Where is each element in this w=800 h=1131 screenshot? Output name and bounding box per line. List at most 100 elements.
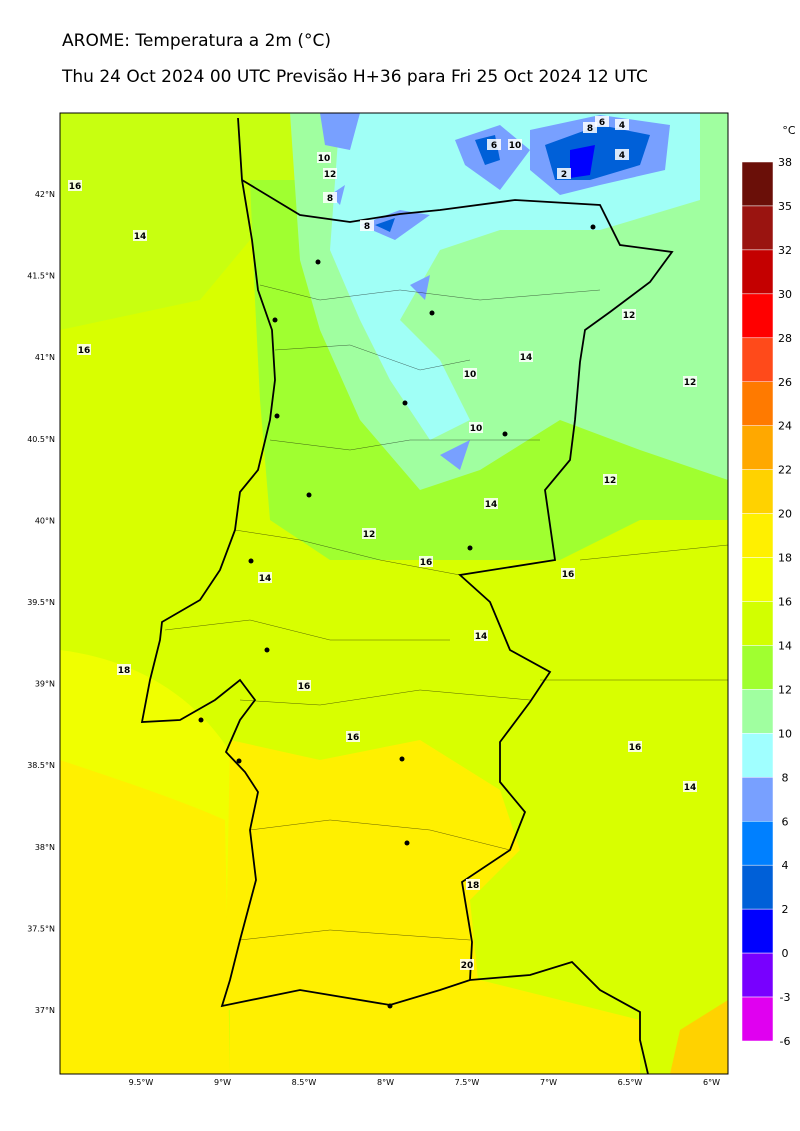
contour-label-bg [469,422,483,433]
contour-label-bg [508,139,522,150]
lon-label: 6.5°W [618,1078,643,1087]
contour-label-bg [561,568,575,579]
contour-label-bg [297,680,311,691]
colorbar-label: 2 [782,903,789,916]
lon-label: 6°W [703,1078,720,1087]
contour-label-bg [595,116,609,127]
colorbar-bin [741,249,774,295]
lat-label: 41.5°N [27,272,55,281]
lat-label: 40.5°N [27,435,55,444]
lat-label: 40°N [35,516,55,525]
lat-label: 38°N [35,843,55,852]
colorbar-bin [741,733,774,778]
lat-label: 41°N [35,353,55,362]
lon-label: 8.5°W [292,1078,317,1087]
contour-label-bg [466,879,480,890]
lon-label: 9.5°W [129,1078,154,1087]
contour-label: 12 [623,311,636,321]
lat-label: 39°N [35,680,55,689]
temperature-field [60,113,728,1074]
contour-label-bg [487,139,501,150]
colorbar-label: 24 [778,420,792,433]
colorbar-label: 35 [778,200,792,213]
contour-label-bg [362,528,376,539]
contour-label: 10 [318,154,331,164]
contour-label-bg [133,230,147,241]
colorbar-label: 12 [778,683,792,696]
contour-label: 12 [604,476,617,486]
city-markers [198,224,596,1009]
colorbar-bin [741,425,774,470]
contour-label: 2 [561,170,567,180]
lat-label: 37°N [35,1006,55,1015]
colorbar-bin [741,864,774,910]
colorbar-label: -6 [780,1035,791,1048]
contour-label-bg [323,192,337,203]
contour-label-bg [346,731,360,742]
contour-label: 14 [259,574,272,584]
colorbar-label: 10 [778,727,792,740]
colorbar-unit: °C [782,124,796,137]
colorbar-bin [741,381,774,426]
contour-label: 4 [619,121,625,131]
colorbar-label: 6 [782,815,789,828]
contour-label-bg [615,119,629,130]
contour-label: 12 [684,378,697,388]
lon-label: 8°W [377,1078,394,1087]
contour-label: 16 [420,558,433,568]
contour-label: 8 [587,124,593,134]
lat-label: 42°N [35,190,55,199]
contour-label-bg [117,664,131,675]
colorbar-bin [741,821,774,866]
contour-label: 16 [347,733,360,743]
contour-label: 16 [562,570,575,580]
contour-label-bg [622,309,636,320]
contour-label-bg [323,168,337,179]
colorbar-label: 18 [778,552,792,565]
contour-label: 16 [298,682,311,692]
colorbar-bin [741,161,774,207]
colorbar-bin [741,293,774,339]
colorbar-bin [741,777,774,822]
colorbar-label: 20 [778,508,792,521]
contour-label: 18 [467,881,480,891]
colorbar-bin [741,469,774,514]
contour-label: 16 [69,182,82,192]
contour-label: 14 [134,232,147,242]
contour-label-bg [463,368,477,379]
contour-label: 14 [520,353,533,363]
lat-label: 39.5°N [27,598,55,607]
contour-label: 10 [509,141,522,151]
contour-label-bg [628,741,642,752]
map-title: AROME: Temperatura a 2m (°C) [62,31,332,51]
colorbar-label: 30 [778,288,792,301]
contour-label: 14 [485,500,498,510]
colorbar-bin [741,557,774,602]
contour-label-bg [360,220,374,231]
colorbar-label: 8 [782,771,789,784]
contour-label-bg [557,168,571,179]
contour-label: 14 [684,783,697,793]
map-frame [59,112,729,1075]
contour-label-bg [683,376,697,387]
contour-label-bg [460,959,474,970]
contour-label: 20 [461,961,474,971]
colorbar-label: 38 [778,156,792,169]
map-subtitle: Thu 24 Oct 2024 00 UTC Previsão H+36 par… [62,67,648,87]
contour-label: 16 [629,743,642,753]
colorbar-bin [741,205,774,251]
lon-label: 7°W [540,1078,557,1087]
contour-label: 6 [491,141,497,151]
contour-label-bg [68,180,82,191]
colorbar-bin [741,908,774,954]
contour-label-bg [615,149,629,160]
colorbar-bin [741,513,774,558]
colorbar-bin [741,689,774,734]
coastline-border [140,117,674,1075]
colorbar-label: 28 [778,332,792,345]
contour-label-bg [419,556,433,567]
lat-label: 37.5°N [27,924,55,933]
colorbar-label: -3 [780,991,791,1004]
contour-label: 18 [118,666,131,676]
